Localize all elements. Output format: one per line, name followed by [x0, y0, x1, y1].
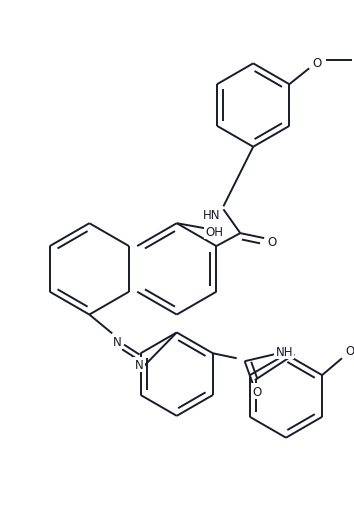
Text: N: N: [135, 358, 143, 371]
Text: HN: HN: [203, 209, 220, 221]
Text: O: O: [268, 235, 277, 248]
Text: O: O: [345, 344, 354, 357]
Text: OH: OH: [205, 225, 223, 238]
Text: O: O: [313, 57, 322, 70]
Text: N: N: [113, 335, 121, 348]
Text: NH: NH: [276, 345, 293, 358]
Text: O: O: [252, 385, 261, 398]
